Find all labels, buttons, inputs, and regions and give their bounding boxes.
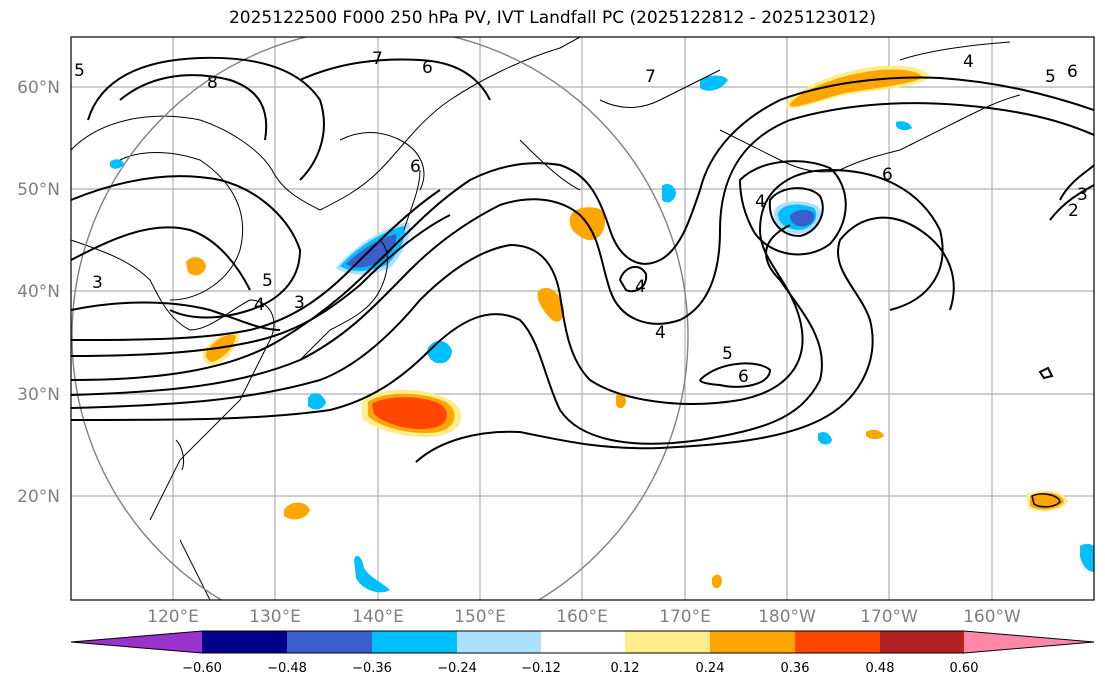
contour-label: 6 xyxy=(1067,62,1078,82)
lat-label: 30°N xyxy=(17,385,60,405)
graticule xyxy=(71,37,1094,600)
colorbar-segment xyxy=(202,631,287,653)
contour-label: 4 xyxy=(655,323,666,343)
contour-label: 4 xyxy=(254,295,265,315)
lat-label: 50°N xyxy=(17,180,60,200)
distance-circle xyxy=(71,37,689,600)
colorbar-tick: 0.60 xyxy=(950,661,979,676)
contour-label: 8 xyxy=(207,73,218,93)
lon-label: 120°E xyxy=(147,607,199,627)
colorbar-tick: −0.60 xyxy=(182,661,222,676)
contour-label: 5 xyxy=(1045,67,1056,87)
contour-label: 4 xyxy=(963,52,974,72)
contour-label: 6 xyxy=(738,367,749,387)
contour-label: 3 xyxy=(1077,185,1088,205)
contour-label: 3 xyxy=(294,293,305,313)
colorbar-segment xyxy=(880,631,964,653)
colorbar: −0.60 −0.48 −0.36 −0.24 −0.12 0.12 0.24 … xyxy=(70,630,1095,676)
lon-label: 150°E xyxy=(454,607,506,627)
colorbar-segment xyxy=(710,631,795,653)
lat-label: 40°N xyxy=(17,282,60,302)
contour-label: 6 xyxy=(422,58,433,78)
colorbar-segment xyxy=(541,631,625,653)
map-frame xyxy=(70,36,1095,601)
lon-label: 170°W xyxy=(860,607,918,627)
lon-label: 140°E xyxy=(352,607,404,627)
contour-label: 3 xyxy=(92,273,103,293)
lon-label: 160°E xyxy=(556,607,608,627)
colorbar-segment xyxy=(457,631,541,653)
colorbar-segment xyxy=(625,631,710,653)
contour-label: 4 xyxy=(635,277,646,297)
coastlines xyxy=(71,37,1021,600)
longitude-labels: 120°E 130°E 140°E 150°E 160°E 170°E 180°… xyxy=(147,607,1021,627)
colorbar-tick: −0.48 xyxy=(267,661,307,676)
colorbar-tick: 0.12 xyxy=(611,661,640,676)
colorbar-segment xyxy=(287,631,372,653)
contour-label: 4 xyxy=(755,192,766,212)
contour-label: 5 xyxy=(262,271,273,291)
contour-label: 2 xyxy=(1068,201,1079,221)
colorbar-tick: 0.48 xyxy=(866,661,895,676)
contour-label: 7 xyxy=(372,49,383,69)
contour-label: 5 xyxy=(74,61,85,81)
contour-label: 6 xyxy=(410,157,421,177)
lon-label: 130°E xyxy=(249,607,301,627)
contour-label: 5 xyxy=(722,344,733,364)
ivt-contours xyxy=(71,56,1094,508)
contour-label: 7 xyxy=(645,67,656,87)
colorbar-tick: −0.36 xyxy=(352,661,392,676)
colorbar-tick: −0.24 xyxy=(437,661,477,676)
lon-label: 180°W xyxy=(758,607,816,627)
lon-label: 160°W xyxy=(963,607,1021,627)
latitude-labels: 60°N 50°N 40°N 30°N 20°N xyxy=(17,78,60,507)
colorbar-segment xyxy=(964,631,1094,653)
colorbar-segment xyxy=(795,631,880,653)
colorbar-segment xyxy=(372,631,457,653)
lat-label: 60°N xyxy=(17,78,60,98)
lon-label: 170°E xyxy=(659,607,711,627)
colorbar-tick: 0.36 xyxy=(781,661,810,676)
contour-labels: 8 7 6 5 4 3 6 7 6 5 4 3 5 6 4 3 2 4 4 5 … xyxy=(74,49,1088,387)
contour-label: 6 xyxy=(882,165,893,185)
lat-label: 20°N xyxy=(17,487,60,507)
colorbar-tick: −0.12 xyxy=(521,661,561,676)
colorbar-tick: 0.24 xyxy=(696,661,725,676)
colorbar-segment xyxy=(71,631,202,653)
map-title: 2025122500 F000 250 hPa PV, IVT Landfall… xyxy=(228,8,876,28)
